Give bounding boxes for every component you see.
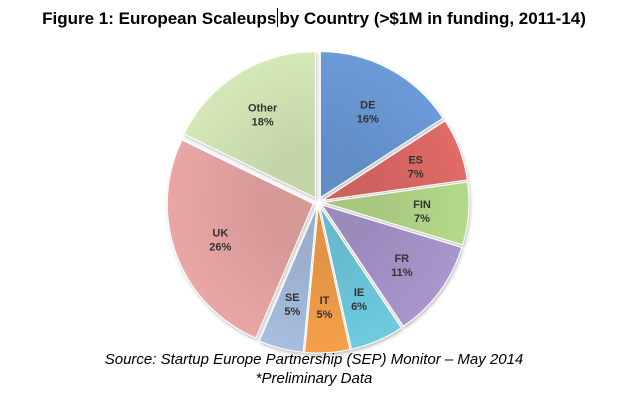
slice-percent-label: 5% (284, 306, 300, 318)
pie-slice-ie (319, 206, 403, 350)
slice-category-label: FIN (413, 199, 431, 211)
slice-percent-label: 7% (408, 168, 424, 180)
pie-slice-fr (320, 204, 463, 327)
slice-label-es: ES 7% (408, 154, 424, 180)
slice-category-label: FR (394, 253, 409, 265)
slice-category-label: SE (285, 292, 300, 304)
pie-slice-uk (166, 139, 314, 339)
slice-label-se: SE 5% (284, 292, 300, 318)
slice-category-label: UK (212, 228, 228, 240)
text-cursor (277, 8, 279, 27)
slice-label-de: DE 16% (357, 99, 379, 125)
preliminary-note: *Preliminary Data (255, 370, 373, 387)
pie-slice-fin (322, 181, 470, 246)
slice-percent-label: 26% (209, 242, 231, 254)
chart-title: Figure 1: European Scaleups by Country (>… (0, 8, 628, 29)
slice-percent-label: 11% (391, 267, 413, 279)
slice-label-fr: FR 11% (391, 253, 413, 279)
pie-slice-de (319, 51, 444, 199)
slice-percent-label: 16% (357, 113, 379, 125)
slice-label-fin: FIN 7% (413, 199, 431, 225)
pie-slice-es (322, 120, 468, 201)
source-note: Source: Startup Europe Partnership (SEP)… (0, 350, 628, 388)
slice-label-it: IT 5% (317, 295, 333, 321)
source-line: Source: Startup Europe Partnership (SEP)… (104, 351, 524, 368)
chart-title-part1: Figure 1: European Scaleups (42, 9, 277, 28)
slice-percent-label: 7% (414, 213, 430, 225)
slice-label-uk: UK 26% (209, 228, 231, 254)
slice-category-label: IT (320, 295, 330, 307)
slice-category-label: Other (248, 103, 278, 115)
pie-slice-se (258, 206, 318, 353)
slice-percent-label: 18% (252, 117, 274, 129)
chart-title-part2: by Country (>$1M in funding, 2011-14) (279, 9, 586, 28)
slice-category-label: DE (360, 99, 375, 111)
slice-percent-label: 5% (317, 309, 333, 321)
pie-slice-other (183, 51, 316, 199)
slice-category-label: ES (408, 154, 423, 166)
slice-percent-label: 6% (351, 301, 367, 313)
slice-category-label: IE (354, 287, 364, 299)
slice-label-other: Other 18% (248, 103, 278, 129)
pie-slice-it (304, 206, 351, 354)
slice-label-ie: IE 6% (351, 287, 367, 313)
